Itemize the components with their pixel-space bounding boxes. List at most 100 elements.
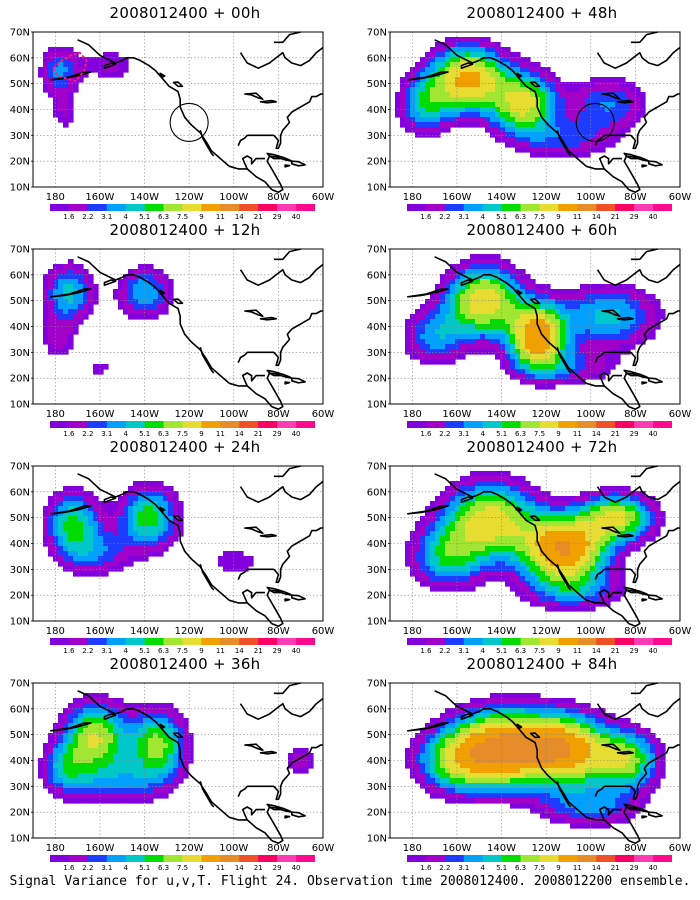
variance-cell [610,77,616,83]
variance-cell [465,82,471,88]
variance-cell [495,117,501,123]
variance-cell [168,773,174,779]
variance-cell [630,546,636,552]
island [406,71,449,81]
variance-cell [545,132,551,138]
variance-cell [118,798,124,804]
variance-cell [555,77,561,83]
lon-tick-label: 100W [576,192,605,203]
variance-cell [73,798,79,804]
variance-cell [610,551,616,557]
variance-cell [600,344,606,350]
panel-title: 2008012400 + 60h [466,221,618,239]
variance-cell [580,92,586,98]
variance-cell [415,324,421,330]
variance-cell [415,349,421,355]
variance-cell [615,289,621,295]
variance-cell [435,82,441,88]
variance-cell [505,294,511,300]
variance-cell [143,768,149,774]
variance-cell [168,486,174,492]
variance-cell [168,768,174,774]
variance-cell [58,349,64,355]
variance-cell [595,708,601,714]
variance-cell [645,294,651,300]
variance-cell [425,122,431,128]
variance-cell [420,576,426,582]
variance-cell [455,733,461,739]
variance-cell [515,581,521,587]
variance-cell [118,743,124,749]
variance-cell [173,728,179,734]
colorbar-label: 6.3 [158,213,169,221]
variance-cell [615,591,621,597]
variance-cell [420,67,426,73]
variance-cell [575,546,581,552]
variance-cell [420,132,426,138]
lat-tick-label: 40N [367,322,387,333]
variance-cell [48,274,54,280]
variance-cell [480,571,486,577]
variance-cell [510,339,516,345]
variance-cell [525,309,531,315]
variance-cell [138,773,144,779]
variance-cell [148,299,154,305]
variance-cell [540,122,546,128]
variance-cell [525,733,531,739]
variance-cell [555,122,561,128]
variance-cell [118,536,124,542]
variance-cell [73,561,79,567]
variance-cell [580,349,586,355]
variance-cell [545,364,551,370]
colorbar-label: 2.2 [439,213,450,221]
variance-cell [148,708,154,714]
variance-cell [173,526,179,532]
variance-cell [58,511,64,517]
variance-cell [545,147,551,153]
variance-cell [93,526,99,532]
variance-cell [600,142,606,148]
variance-cell [68,738,74,744]
variance-cell [475,556,481,562]
variance-cell [460,551,466,557]
variance-cell [223,566,229,572]
variance-cell [620,82,626,88]
variance-cell [118,506,124,512]
variance-cell [555,596,561,602]
variance-cell [63,496,69,502]
variance-cell [83,294,89,300]
variance-cell [570,344,576,350]
variance-cell [550,309,556,315]
variance-cell [505,344,511,350]
variance-cell [615,536,621,542]
variance-cell [183,758,189,764]
variance-cell [495,349,501,355]
variance-cell [565,92,571,98]
variance-cell [510,107,516,113]
variance-cell [63,748,69,754]
variance-cell [495,57,501,63]
variance-cell [450,576,456,582]
variance-cell [595,576,601,582]
variance-cell [153,511,159,517]
variance-cell [455,713,461,719]
variance-cell [63,274,69,280]
variance-cell [520,566,526,572]
variance-cell [143,496,149,502]
variance-cell [445,713,451,719]
variance-cell [68,506,74,512]
variance-cell [148,793,154,799]
variance-cell [98,773,104,779]
variance-cell [163,546,169,552]
variance-cell [475,491,481,497]
variance-cell [455,92,461,98]
variance-cell [163,496,169,502]
variance-cell [63,486,69,492]
variance-cell [93,541,99,547]
variance-cell [550,289,556,295]
variance-cell [298,768,304,774]
variance-cell [98,783,104,789]
variance-cell [500,57,506,63]
variance-cell [530,571,536,577]
